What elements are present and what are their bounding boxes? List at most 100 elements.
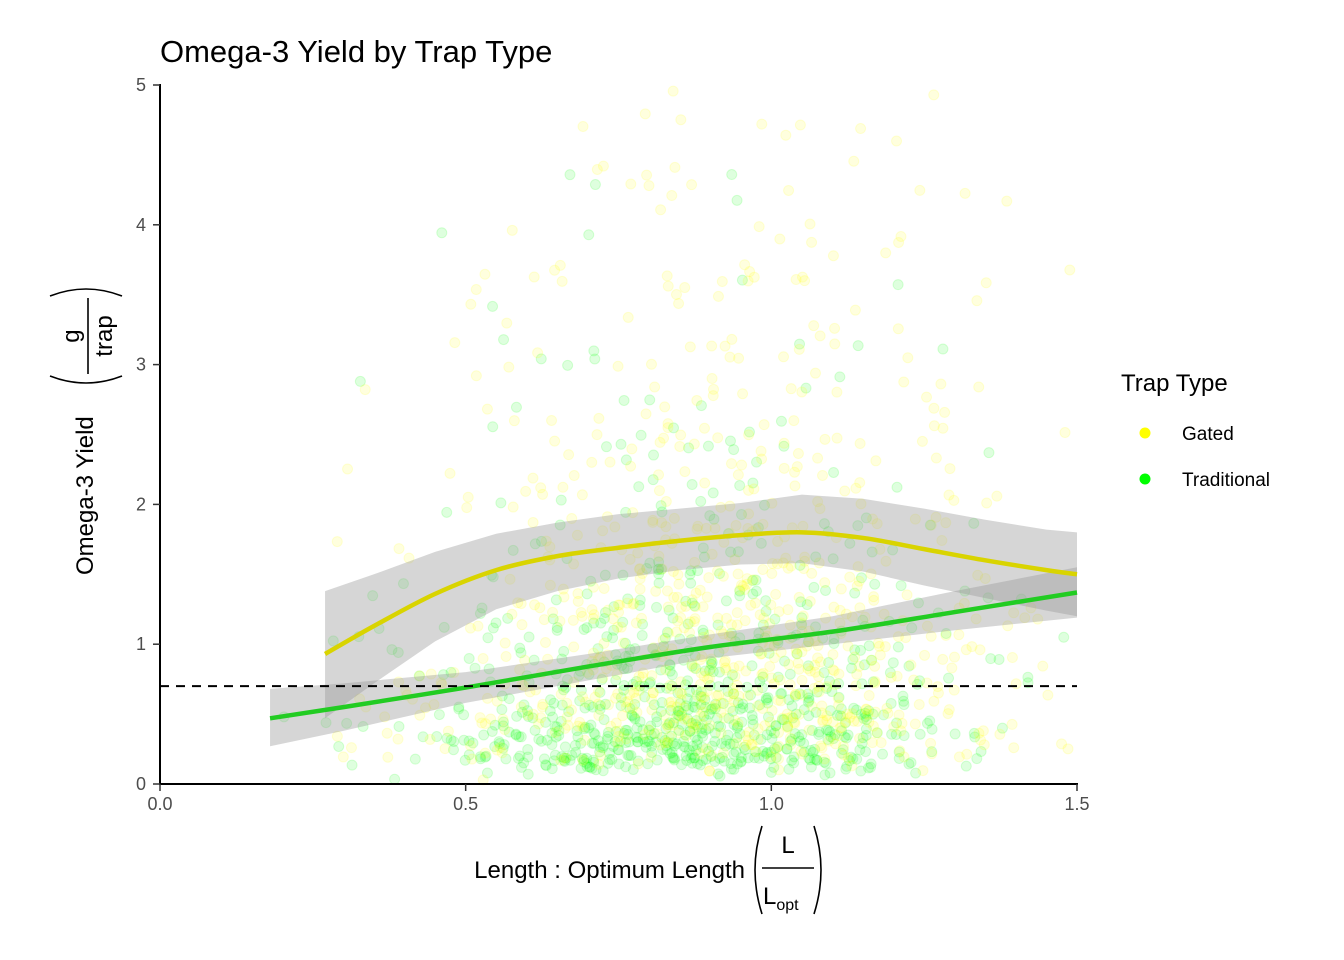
scatter-point-gated <box>828 665 840 677</box>
scatter-point-gated <box>593 412 605 424</box>
scatter-point-gated <box>482 692 494 704</box>
scatter-point-gated <box>813 671 825 683</box>
scatter-point-gated <box>728 662 740 674</box>
scatter-point-traditional <box>699 665 711 677</box>
scatter-point-traditional <box>558 754 570 766</box>
scatter-point-traditional <box>969 731 981 743</box>
scatter-point-gated <box>579 734 591 746</box>
scatter-point-gated <box>742 690 754 702</box>
scatter-point-gated <box>674 440 686 452</box>
scatter-point-gated <box>930 452 942 464</box>
scatter-point-traditional <box>689 731 701 743</box>
scatter-point-traditional <box>720 595 732 607</box>
scatter-point-traditional <box>684 725 696 737</box>
scatter-point-gated <box>719 655 731 667</box>
scatter-point-gated <box>542 653 554 665</box>
scatter-point-gated <box>479 268 491 280</box>
scatter-point-traditional <box>463 749 475 761</box>
scatter-point-traditional <box>835 725 847 737</box>
scatter-point-traditional <box>750 574 762 586</box>
scatter-point-gated <box>670 289 682 301</box>
scatter-point-traditional <box>609 736 621 748</box>
scatter-point-gated <box>647 514 659 526</box>
scatter-point-traditional <box>736 509 748 521</box>
scatter-point-gated <box>424 733 436 745</box>
scatter-point-gated <box>809 666 821 678</box>
scatter-point-gated <box>675 114 687 126</box>
scatter-point-gated <box>900 632 912 644</box>
scatter-point-gated <box>519 654 531 666</box>
scatter-point-gated <box>764 641 776 653</box>
scatter-point-traditional <box>550 594 562 606</box>
scatter-point-gated <box>756 118 768 130</box>
scatter-point-traditional <box>745 689 757 701</box>
scatter-point-traditional <box>818 667 830 679</box>
scatter-point-traditional <box>667 752 679 764</box>
scatter-point-gated <box>534 602 546 614</box>
scatter-point-gated <box>659 737 671 749</box>
scatter-point-gated <box>795 617 807 629</box>
scatter-point-traditional <box>824 726 836 738</box>
scatter-point-traditional <box>673 705 685 717</box>
scatter-point-gated <box>742 734 754 746</box>
scatter-point-gated <box>786 711 798 723</box>
scatter-point-traditional <box>788 757 800 769</box>
scatter-point-traditional <box>695 495 707 507</box>
scatter-point-gated <box>756 668 768 680</box>
scatter-point-traditional <box>755 537 767 549</box>
scatter-point-traditional <box>624 703 636 715</box>
scatter-point-gated <box>718 712 730 724</box>
scatter-point-gated <box>691 689 703 701</box>
scatter-point-traditional <box>863 762 875 774</box>
scatter-point-traditional <box>714 568 726 580</box>
scatter-point-traditional <box>781 743 793 755</box>
scatter-point-gated <box>643 180 655 192</box>
scatter-point-gated <box>568 558 580 570</box>
scatter-point-traditional <box>644 557 656 569</box>
scatter-point-traditional <box>753 627 765 639</box>
scatter-point-traditional <box>775 415 787 427</box>
scatter-point-traditional <box>588 737 600 749</box>
scatter-point-traditional <box>672 709 684 721</box>
scatter-point-gated <box>792 657 804 669</box>
scatter-point-gated <box>744 266 756 278</box>
scatter-point-gated <box>775 695 787 707</box>
scatter-point-gated <box>630 692 642 704</box>
scatter-point-gated <box>618 637 630 649</box>
scatter-point-traditional <box>513 731 525 743</box>
scatter-point-gated <box>444 467 456 479</box>
scatter-point-traditional <box>846 662 858 674</box>
scatter-point-traditional <box>877 748 889 760</box>
scatter-point-gated <box>669 161 681 173</box>
scatter-point-gated <box>674 687 686 699</box>
scatter-point-traditional <box>725 758 737 770</box>
scatter-point-gated <box>659 709 671 721</box>
scatter-point-traditional <box>765 753 777 765</box>
scatter-point-traditional <box>579 723 591 735</box>
scatter-point-traditional <box>895 580 907 592</box>
scatter-point-traditional <box>639 736 651 748</box>
scatter-point-traditional <box>655 500 667 512</box>
scatter-point-gated <box>975 734 987 746</box>
scatter-point-gated <box>530 684 542 696</box>
scatter-point-traditional <box>681 713 693 725</box>
scatter-point-gated <box>554 259 566 271</box>
scatter-point-traditional <box>747 477 759 489</box>
scatter-point-traditional <box>682 675 694 687</box>
scatter-point-traditional <box>690 663 702 675</box>
scatter-point-gated <box>766 705 778 717</box>
scatter-point-traditional <box>643 724 655 736</box>
scatter-point-gated <box>331 730 343 742</box>
scatter-point-gated <box>790 689 802 701</box>
scatter-point-gated <box>442 725 454 737</box>
scatter-point-traditional <box>448 736 460 748</box>
scatter-point-gated <box>667 85 679 97</box>
scatter-point-gated <box>662 280 674 292</box>
scatter-point-traditional <box>346 759 358 771</box>
scatter-point-traditional <box>476 602 488 614</box>
scatter-point-traditional <box>529 724 541 736</box>
scatter-point-traditional <box>893 746 905 758</box>
scatter-point-gated <box>675 601 687 613</box>
scatter-point-traditional <box>713 720 725 732</box>
scatter-point-traditional <box>833 691 845 703</box>
